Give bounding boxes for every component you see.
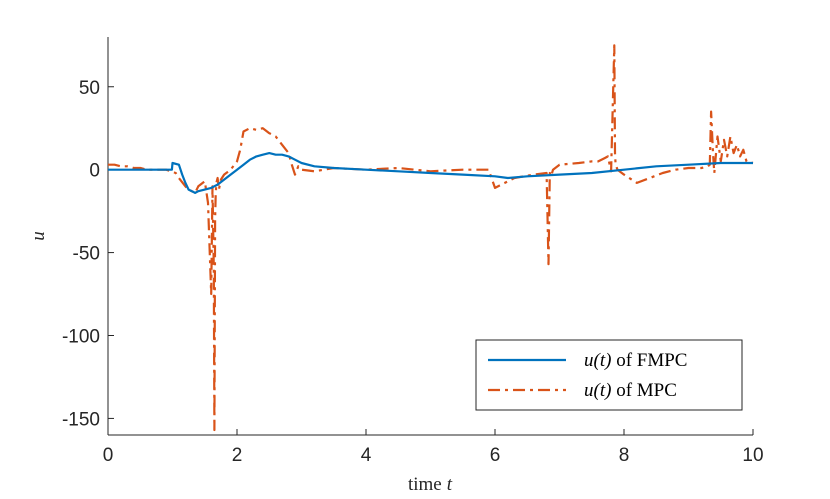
legend: u(t) of FMPC u(t) of MPC [475,339,743,411]
y-tick-label: 50 [79,78,100,99]
legend-box [475,339,743,411]
x-axis-ticks: 0 2 4 6 8 10 [103,429,764,466]
x-tick-label: 2 [232,445,243,466]
x-axis-title: time t [408,474,453,495]
y-tick-label: -50 [73,244,100,265]
x-tick-label: 4 [361,445,372,466]
plot-area [108,44,754,432]
axes-frame [107,37,753,436]
y-tick-label: -150 [62,409,100,430]
y-tick-label: -100 [62,327,100,348]
y-axis-title: u [28,231,49,241]
series-line-fmpc [108,152,753,194]
legend-label-fmpc: u(t) of FMPC [584,350,687,371]
x-tick-label: 10 [742,445,763,466]
y-axis-ticks: 50 0 -50 -100 -150 [62,78,114,430]
x-tick-label: 8 [619,445,630,466]
y-tick-label: 0 [89,161,100,182]
x-tick-label: 6 [490,445,501,466]
x-tick-label: 0 [103,445,114,466]
legend-label-mpc: u(t) of MPC [584,380,677,401]
